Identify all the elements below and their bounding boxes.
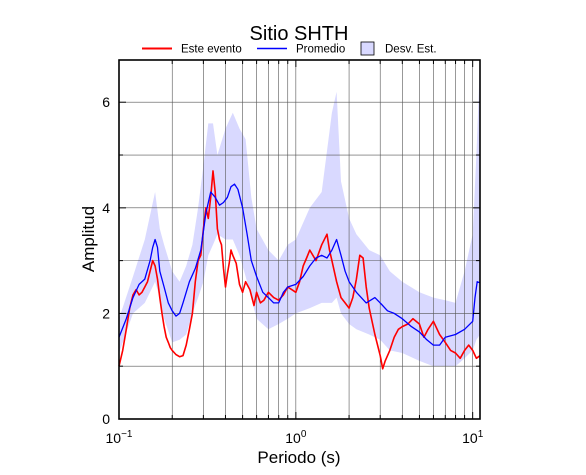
- legend-label-este-evento: Este evento: [181, 44, 242, 56]
- y-tick-label: 6: [102, 94, 110, 110]
- legend-label-promedio: Promedio: [296, 44, 345, 56]
- x-tick-label: 100: [285, 429, 307, 446]
- x-axis-label: Periodo (s): [257, 448, 340, 467]
- series-line-este-evento: [118, 170, 481, 370]
- band-desv-est: [119, 60, 480, 367]
- legend: Este evento Promedio Desv. Est.: [142, 41, 437, 56]
- x-tick-label: 101: [462, 429, 484, 446]
- y-tick-label: 4: [102, 200, 110, 216]
- legend-label-desv-est: Desv. Est.: [385, 44, 437, 56]
- series-layer: [118, 170, 481, 370]
- y-tick-label: 0: [102, 411, 110, 427]
- tick-layer: 10−1 100 101 0 2 4 6: [102, 60, 484, 446]
- y-tick-label: 2: [102, 305, 110, 321]
- series-line-promedio: [118, 183, 481, 346]
- x-tick-label: 10−1: [106, 429, 133, 446]
- chart-title: Sitio SHTH: [250, 23, 349, 45]
- std-dev-band-layer: [119, 60, 480, 367]
- plot-frame: [118, 59, 481, 420]
- y-axis-label: Amplitud: [79, 206, 98, 272]
- grid-layer: [119, 60, 480, 419]
- legend-swatch-desv-est: [360, 41, 375, 56]
